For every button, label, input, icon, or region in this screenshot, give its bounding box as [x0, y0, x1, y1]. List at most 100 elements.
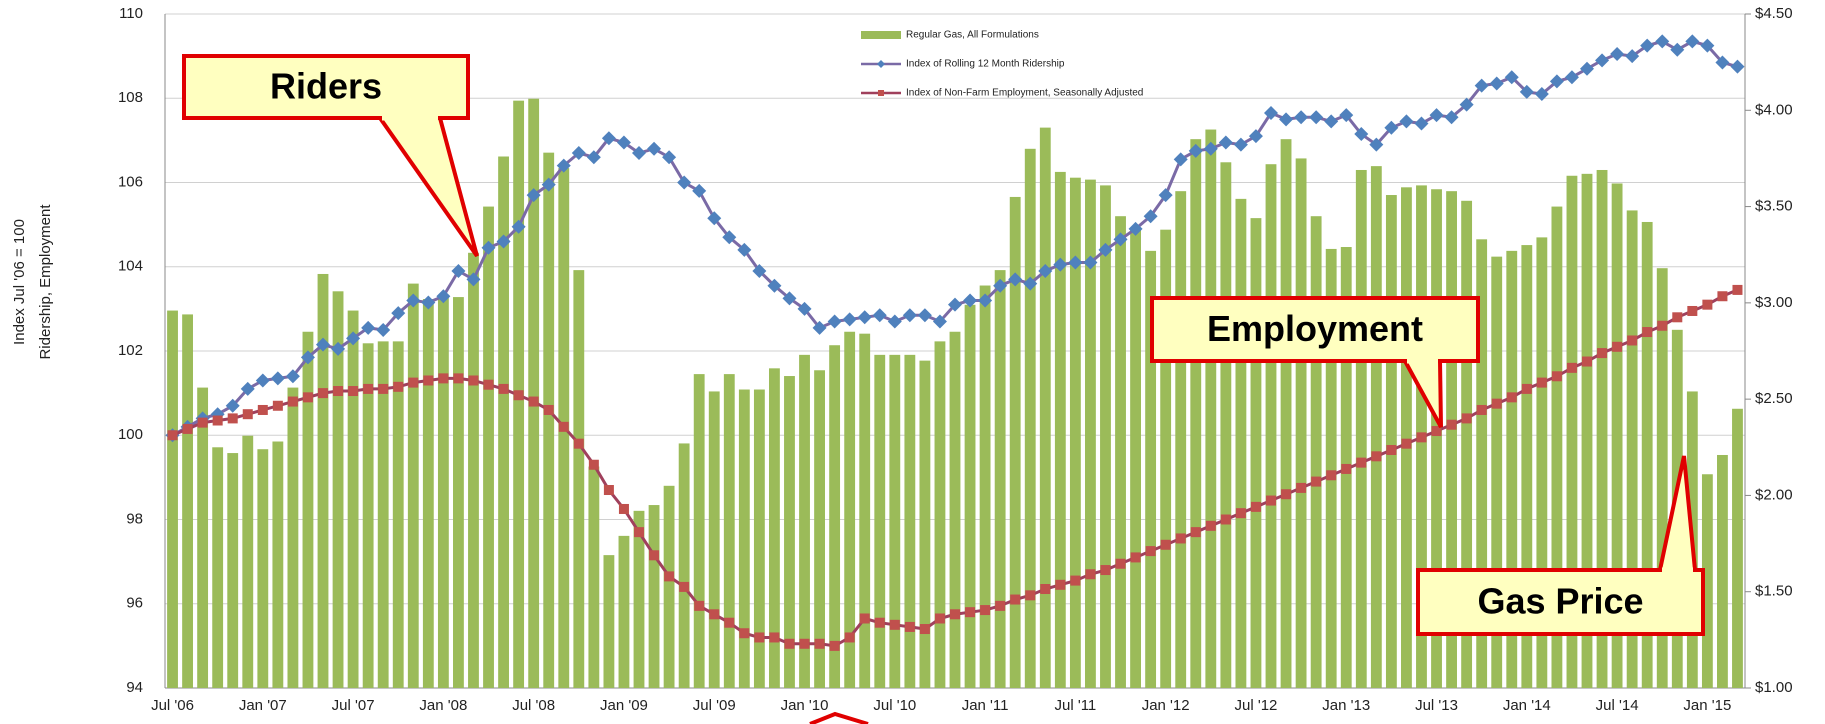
line-marker [1655, 34, 1670, 49]
line-marker [724, 617, 735, 628]
bar [1461, 200, 1473, 688]
bar [1656, 268, 1668, 688]
bar [1370, 166, 1382, 689]
line-marker [1010, 594, 1021, 605]
x-tick-label: Jan '10 [781, 697, 829, 714]
line-marker [528, 396, 539, 407]
line-marker [333, 386, 344, 397]
line-marker [1369, 137, 1384, 152]
y-tick-label: 106 [118, 173, 143, 190]
line-marker [965, 607, 976, 618]
legend: Regular Gas, All Formulations Index of Ro… [861, 30, 1143, 99]
line-marker [814, 638, 825, 649]
line-marker [1642, 327, 1653, 338]
callout-box [1150, 296, 1480, 363]
bar [934, 341, 946, 688]
y-axis-label: Index Jul '06 = 100 [11, 219, 28, 345]
bar [1717, 454, 1728, 688]
bar [799, 354, 810, 688]
line-marker [632, 146, 646, 161]
bar [1641, 221, 1653, 688]
line-marker [1264, 105, 1278, 120]
line-marker [1416, 432, 1427, 443]
bar [588, 466, 600, 688]
line-marker [1386, 444, 1397, 455]
line-marker [1474, 78, 1489, 93]
line-marker [543, 404, 554, 415]
line-marker [919, 624, 930, 635]
line-marker [556, 158, 571, 173]
bar [1175, 191, 1187, 688]
line-marker [571, 146, 586, 161]
line-marker [980, 605, 991, 616]
callout: Employment [1150, 296, 1480, 428]
line-marker [874, 617, 885, 628]
bar [1506, 250, 1518, 688]
line-marker [363, 383, 374, 394]
line-marker [483, 379, 494, 390]
line-marker [1384, 120, 1399, 135]
bar [964, 304, 976, 688]
x-tick-label: Jan '14 [1503, 697, 1551, 714]
line-marker [1504, 70, 1519, 85]
line-marker [423, 375, 434, 386]
line-marker [331, 341, 346, 356]
line-marker [1250, 501, 1261, 512]
callout-pointer-partial [809, 711, 869, 724]
line-marker [1235, 508, 1246, 519]
line-marker [498, 383, 509, 394]
line-marker [739, 628, 750, 639]
line-marker [1098, 242, 1113, 257]
bar [167, 310, 178, 688]
line-marker [242, 409, 253, 420]
line-marker [827, 314, 842, 329]
y-tick-label: 108 [118, 89, 143, 106]
x-tick-label: Jan '08 [419, 697, 467, 714]
line-marker [1356, 457, 1367, 468]
bar [407, 283, 419, 688]
line-marker [1551, 371, 1562, 382]
bar [1521, 245, 1533, 689]
bar [1115, 216, 1126, 688]
bar [1160, 229, 1172, 688]
bar [844, 331, 856, 688]
bar [347, 310, 359, 688]
legend-text: Regular Gas, All Formulations [906, 30, 1039, 41]
x-tick-label: Jul '13 [1415, 697, 1458, 714]
line-marker [257, 404, 268, 415]
line-marker [316, 337, 330, 352]
y-tick-label: 100 [118, 426, 143, 443]
bar [453, 297, 464, 688]
bar [1054, 171, 1066, 688]
y-tick-label: 110 [119, 5, 143, 22]
line-marker [1597, 348, 1608, 359]
bar [287, 387, 299, 688]
line-marker [318, 388, 328, 399]
bar [1476, 239, 1488, 688]
bar [1385, 195, 1397, 688]
bar [1085, 179, 1096, 688]
line-marker [182, 423, 193, 434]
bar [272, 441, 284, 688]
line-marker [752, 263, 767, 278]
line-marker [1339, 108, 1354, 123]
y2-tick-label: $4.50 [1755, 5, 1793, 22]
legend-text: Index of Non-Farm Employment, Seasonally… [906, 88, 1143, 99]
callout-text: Riders [270, 66, 382, 107]
line-marker [1401, 438, 1412, 449]
bar [1145, 250, 1157, 688]
line-marker [1717, 291, 1728, 302]
line-marker [526, 188, 541, 203]
line-marker [1612, 341, 1623, 352]
line-marker [541, 177, 556, 192]
line-marker [1040, 584, 1051, 595]
line-marker [1595, 53, 1610, 68]
line-marker [782, 291, 797, 306]
bar [197, 387, 209, 688]
line-marker [285, 369, 300, 384]
bar [362, 343, 374, 688]
line-marker [1008, 272, 1023, 287]
bar [1295, 158, 1307, 688]
bar [573, 270, 585, 688]
